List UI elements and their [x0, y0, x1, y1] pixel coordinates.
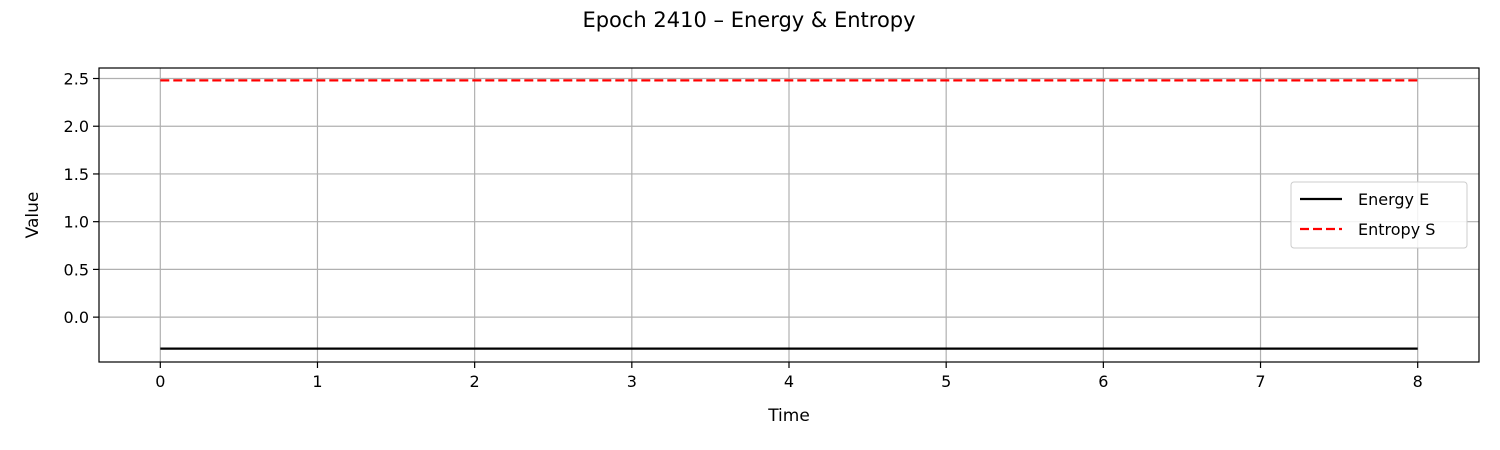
- y-tick-label: 1.0: [64, 213, 89, 232]
- x-tick-label: 8: [1413, 372, 1423, 391]
- y-axis-label: Value: [23, 192, 43, 239]
- y-tick-label: 0.0: [64, 308, 89, 327]
- x-axis-label: Time: [767, 406, 810, 426]
- x-tick-label: 5: [941, 372, 951, 391]
- x-tick-label: 2: [470, 372, 480, 391]
- grid: [99, 68, 1479, 362]
- x-tick-label: 1: [312, 372, 322, 391]
- legend: Energy E Entropy S: [1290, 181, 1468, 249]
- chart-title: Epoch 2410 – Energy & Entropy: [582, 8, 915, 32]
- legend-entry-label: Entropy S: [1358, 220, 1435, 239]
- y-tick-label: 0.5: [64, 260, 89, 279]
- x-tick-label: 6: [1098, 372, 1108, 391]
- x-tick-label: 3: [627, 372, 637, 391]
- y-tick-label: 2.5: [64, 70, 89, 89]
- series-group: [160, 79, 1418, 350]
- x-axis: 0 1 2 3 4 5 6 7 8: [155, 362, 1423, 391]
- x-tick-label: 7: [1255, 372, 1265, 391]
- legend-entry-label: Energy E: [1358, 190, 1429, 209]
- y-tick-label: 2.0: [64, 117, 89, 136]
- y-axis: 0.0 0.5 1.0 1.5 2.0 2.5: [64, 70, 99, 327]
- x-tick-label: 0: [155, 372, 165, 391]
- x-tick-label: 4: [784, 372, 794, 391]
- y-tick-label: 1.5: [64, 165, 89, 184]
